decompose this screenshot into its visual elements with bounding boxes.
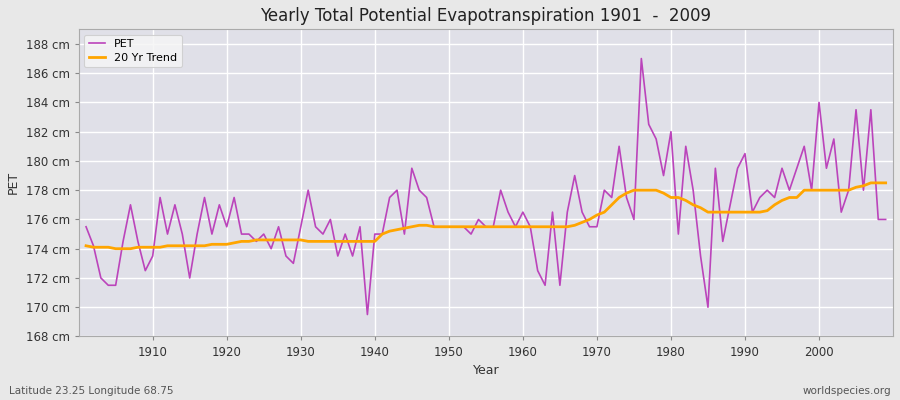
PET <box>302 188 313 192</box>
20 Yr Trend <box>525 224 535 229</box>
Y-axis label: PET: PET <box>7 171 20 194</box>
Text: worldspecies.org: worldspecies.org <box>803 386 891 396</box>
PET <box>525 224 535 229</box>
PET <box>880 217 891 222</box>
20 Yr Trend <box>81 243 92 248</box>
PET <box>347 254 358 258</box>
Legend: PET, 20 Yr Trend: PET, 20 Yr Trend <box>85 35 182 67</box>
20 Yr Trend <box>310 239 321 244</box>
20 Yr Trend <box>866 180 877 185</box>
20 Yr Trend <box>111 246 122 251</box>
PET <box>636 56 647 61</box>
PET <box>81 224 92 229</box>
Line: PET: PET <box>86 58 886 314</box>
Line: 20 Yr Trend: 20 Yr Trend <box>86 183 886 249</box>
PET <box>614 144 625 149</box>
20 Yr Trend <box>148 245 158 250</box>
Title: Yearly Total Potential Evapotranspiration 1901  -  2009: Yearly Total Potential Evapotranspiratio… <box>260 7 711 25</box>
20 Yr Trend <box>614 195 625 200</box>
PET <box>518 210 528 214</box>
X-axis label: Year: Year <box>472 364 500 377</box>
PET <box>140 268 150 273</box>
20 Yr Trend <box>355 239 365 244</box>
20 Yr Trend <box>880 180 891 185</box>
Text: Latitude 23.25 Longitude 68.75: Latitude 23.25 Longitude 68.75 <box>9 386 174 396</box>
PET <box>362 312 373 317</box>
20 Yr Trend <box>518 224 528 229</box>
